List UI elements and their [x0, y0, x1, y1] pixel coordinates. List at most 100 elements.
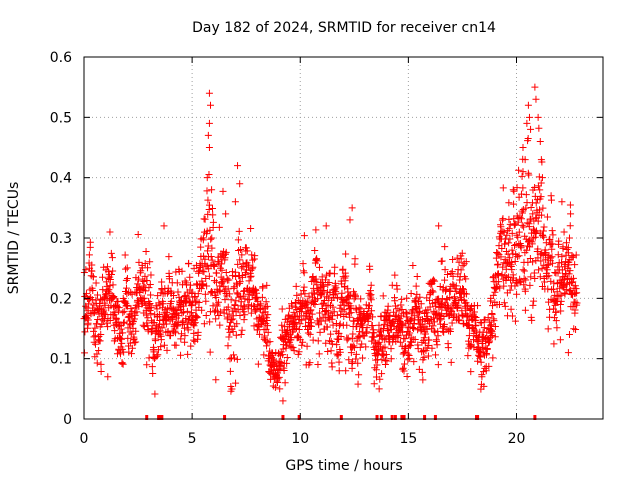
data-point: [195, 298, 203, 306]
data-point: [93, 320, 101, 328]
data-point: [81, 328, 89, 336]
data-point: [295, 325, 303, 333]
data-point: [257, 300, 265, 308]
data-point: [532, 199, 540, 207]
data-point: [532, 227, 540, 235]
data-point: [350, 317, 358, 325]
data-point: [571, 306, 579, 314]
data-point: [191, 293, 199, 301]
data-point: [524, 258, 532, 266]
data-point: [269, 358, 277, 366]
data-point: [203, 282, 211, 290]
data-point: [239, 260, 247, 268]
data-point: [564, 249, 572, 257]
data-point: [274, 367, 282, 375]
data-point: [237, 245, 245, 253]
data-point: [157, 336, 165, 344]
y-tick-label: 0.6: [50, 50, 72, 66]
data-point: [369, 313, 377, 321]
data-point: [303, 297, 311, 305]
data-point: [191, 319, 199, 327]
data-point: [366, 265, 374, 273]
data-point: [219, 187, 227, 195]
data-point: [121, 251, 129, 259]
outlier-point: [482, 367, 490, 375]
data-point: [362, 329, 370, 337]
data-point: [89, 286, 97, 294]
data-point: [355, 304, 363, 312]
data-point: [122, 276, 130, 284]
outlier-point: [558, 198, 566, 206]
data-points: [80, 83, 581, 405]
data-point: [212, 278, 220, 286]
data-point: [151, 337, 159, 345]
data-point: [499, 184, 507, 192]
outlier-point: [524, 101, 532, 109]
data-point: [85, 251, 93, 259]
chart-title: Day 182 of 2024, SRMTID for receiver cn1…: [192, 20, 496, 36]
data-point: [120, 318, 128, 326]
data-point: [293, 291, 301, 299]
data-point: [495, 278, 503, 286]
data-point: [93, 350, 101, 358]
data-point: [278, 305, 286, 313]
data-point: [375, 321, 383, 329]
data-point: [338, 289, 346, 297]
data-point: [147, 310, 155, 318]
data-point: [384, 302, 392, 310]
data-point: [569, 302, 577, 310]
data-point: [534, 217, 542, 225]
data-point: [562, 285, 570, 293]
data-point: [321, 317, 329, 325]
data-point: [177, 330, 185, 338]
data-point: [398, 295, 406, 303]
data-point: [284, 326, 292, 334]
data-point: [120, 307, 128, 315]
data-point: [423, 325, 431, 333]
data-point: [153, 352, 161, 360]
data-point: [306, 314, 314, 322]
data-point: [240, 316, 248, 324]
data-point: [387, 355, 395, 363]
data-point: [112, 302, 120, 310]
data-point: [194, 328, 202, 336]
data-point: [263, 302, 271, 310]
data-point: [464, 312, 472, 320]
data-point: [132, 338, 140, 346]
data-point: [177, 335, 185, 343]
data-point: [519, 266, 527, 274]
data-point: [566, 267, 574, 275]
data-point: [527, 204, 535, 212]
data-point: [356, 310, 364, 318]
data-point: [146, 307, 154, 315]
data-point: [310, 290, 318, 298]
data-point: [205, 171, 213, 179]
data-point: [122, 265, 130, 273]
data-point: [420, 353, 428, 361]
data-point: [327, 330, 335, 338]
data-point: [336, 320, 344, 328]
data-point: [95, 347, 103, 355]
data-point: [503, 231, 511, 239]
x-tick-label: 5: [188, 431, 197, 447]
outlier-point: [104, 373, 112, 381]
data-point: [146, 281, 154, 289]
data-point: [391, 297, 399, 305]
data-point: [305, 292, 313, 300]
data-point: [357, 320, 365, 328]
data-point: [183, 307, 191, 315]
data-point: [462, 258, 470, 266]
outlier-point: [322, 222, 330, 230]
data-point: [340, 301, 348, 309]
data-point: [527, 273, 535, 281]
outlier-point: [435, 222, 443, 230]
data-point: [170, 292, 178, 300]
data-point: [178, 267, 186, 275]
data-point: [567, 278, 575, 286]
data-point: [515, 252, 523, 260]
data-point: [539, 232, 547, 240]
data-point: [132, 327, 140, 335]
data-point: [325, 279, 333, 287]
data-point: [316, 290, 324, 298]
data-point: [153, 326, 161, 334]
